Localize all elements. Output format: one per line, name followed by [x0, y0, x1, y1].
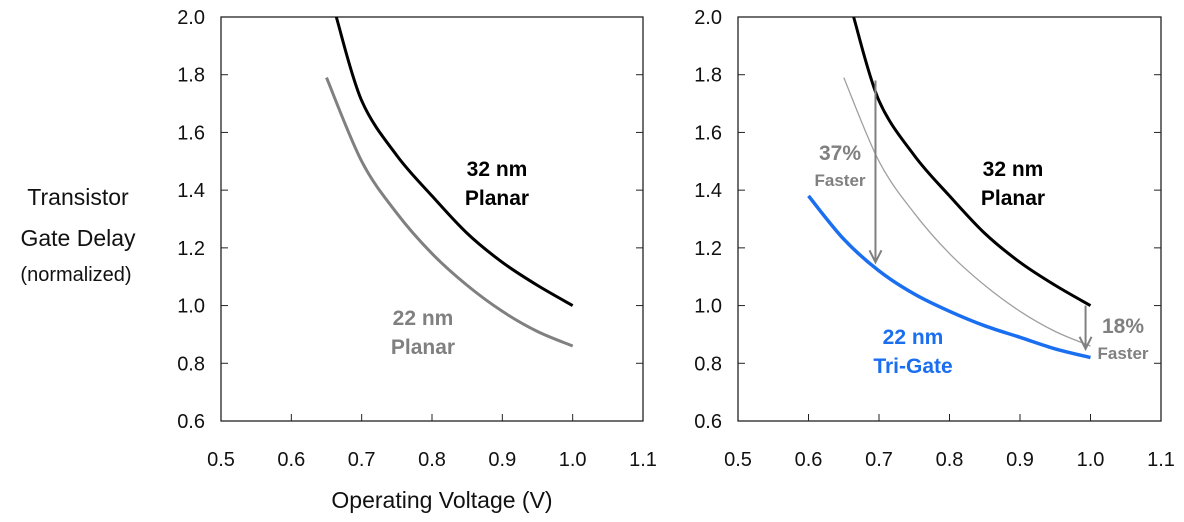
annotation-arrowhead [868, 249, 883, 265]
y-tick-label: 1.8 [177, 65, 205, 87]
series-label: Tri-Gate [873, 355, 952, 378]
series-line [843, 77, 1091, 347]
series-line [334, 16, 574, 307]
series-label: 32 nm [467, 158, 528, 181]
y-tick-label: 1.0 [177, 296, 205, 318]
x-tick-label: 0.7 [348, 449, 376, 471]
x-tick-label: 1.0 [559, 449, 587, 471]
y-tick-label: 1.2 [177, 238, 205, 260]
y-tick-label: 0.8 [694, 353, 722, 375]
right-plot: 0.60.81.01.21.41.61.82.00.5 0.6 0.7 0.8 0.9 1… [694, 7, 1175, 471]
y-tick-label: 1.0 [694, 296, 722, 318]
x-tick-label: 0.5 [724, 449, 752, 471]
y-tick-label: 1.4 [694, 180, 722, 202]
annotation-word: Faster [814, 171, 865, 190]
x-tick-label: 0.8 [418, 449, 446, 471]
y-tick-label: 1.6 [177, 122, 205, 144]
series-label: 32 nm [983, 158, 1044, 181]
x-tick-label: 0.9 [1006, 449, 1034, 471]
series-line [325, 77, 574, 348]
y-tick-label: 1.2 [694, 238, 722, 260]
x-tick-label: 0.6 [795, 449, 823, 471]
x-tick-label: 0.9 [488, 449, 516, 471]
y-tick-label: 1.6 [694, 122, 722, 144]
y-tick-label: 2.0 [177, 7, 205, 29]
y-axis-label: Transistor Gate Delay (normalized) [20, 184, 136, 286]
series-line [807, 194, 1091, 360]
annotation-percent: 37% [819, 142, 861, 165]
series-label: 22 nm [393, 307, 454, 330]
x-tick-label: 1.0 [1077, 449, 1105, 471]
y-axis-label-line: (normalized) [20, 264, 131, 286]
y-tick-label: 0.6 [177, 411, 205, 433]
y-tick-label: 0.6 [694, 411, 722, 433]
series-label: 22 nm [883, 326, 944, 349]
y-tick-label: 2.0 [694, 7, 722, 29]
annotation-word: Faster [1097, 344, 1148, 363]
series-label: Planar [391, 336, 455, 359]
y-tick-label: 0.8 [177, 353, 205, 375]
y-axis-label-line: Transistor [27, 184, 129, 210]
y-tick-label: 1.4 [177, 180, 205, 202]
annotation-percent: 18% [1102, 315, 1144, 338]
x-tick-label: 1.1 [1147, 449, 1175, 471]
x-tick-label: 0.7 [865, 449, 893, 471]
series-label: Planar [981, 187, 1045, 210]
annotation-arrowhead [1078, 336, 1093, 352]
x-tick-label: 0.5 [207, 449, 235, 471]
x-tick-label: 0.8 [936, 449, 964, 471]
y-tick-label: 1.8 [694, 65, 722, 87]
x-axis-label: Operating Voltage (V) [331, 487, 552, 513]
series-line [852, 16, 1092, 307]
plot-frame [220, 16, 644, 422]
x-tick-label: 0.6 [277, 449, 305, 471]
x-tick-label: 1.1 [629, 449, 657, 471]
left-plot: 0.60.81.01.21.41.61.82.00.5 0.6 0.7 0.8 0.9 1… [177, 7, 657, 471]
series-label: Planar [465, 187, 529, 210]
y-axis-label-line: Gate Delay [20, 225, 136, 251]
